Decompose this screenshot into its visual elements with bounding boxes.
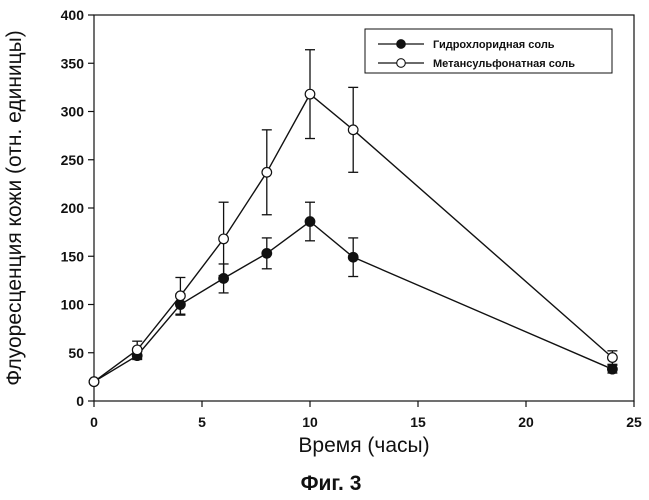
x-tick-label: 0 xyxy=(90,414,98,430)
legend-label-hcl: Гидрохлоридная соль xyxy=(433,39,555,51)
y-tick-label: 150 xyxy=(61,248,85,264)
x-tick-label: 5 xyxy=(198,414,206,430)
series-hcl xyxy=(89,202,617,386)
y-tick-label: 400 xyxy=(61,7,85,23)
series-layer xyxy=(89,50,617,387)
data-point-hcl xyxy=(608,364,618,374)
figure-caption: Фиг. 3 xyxy=(301,472,362,495)
data-point-mesylate xyxy=(132,345,142,355)
x-tick-label: 25 xyxy=(626,414,642,430)
x-tick-label: 20 xyxy=(518,414,534,430)
data-point-mesylate xyxy=(89,377,99,387)
data-point-mesylate xyxy=(608,353,618,363)
data-point-mesylate xyxy=(348,125,358,135)
y-tick-label: 350 xyxy=(61,55,85,71)
legend-marker-hcl xyxy=(397,40,406,49)
data-point-mesylate xyxy=(219,234,229,244)
y-axis-title: Флуоресценция кожи (отн. единицы) xyxy=(3,30,26,386)
legend: Гидрохлоридная соль Метансульфонатная со… xyxy=(365,29,612,73)
legend-marker-mesylate xyxy=(397,59,406,68)
data-point-hcl xyxy=(305,217,315,227)
data-point-hcl xyxy=(262,249,272,259)
y-tick-label: 0 xyxy=(76,393,84,409)
x-axis: 0 5 10 15 20 25 xyxy=(90,401,642,430)
legend-label-mesylate: Метансульфонатная соль xyxy=(433,58,575,70)
series-mesylate xyxy=(89,50,617,387)
x-axis-title: Время (часы) xyxy=(298,434,429,457)
data-point-mesylate xyxy=(176,291,186,301)
y-tick-label: 250 xyxy=(61,152,85,168)
y-tick-label: 50 xyxy=(68,345,84,361)
y-axis: 0 50 100 150 200 250 300 350 400 xyxy=(61,7,94,409)
y-tick-label: 300 xyxy=(61,104,85,120)
data-point-mesylate xyxy=(305,89,315,99)
x-tick-label: 15 xyxy=(410,414,426,430)
data-point-mesylate xyxy=(262,167,272,177)
y-tick-label: 200 xyxy=(61,200,85,216)
data-point-hcl xyxy=(348,252,358,262)
x-tick-label: 10 xyxy=(302,414,318,430)
y-tick-label: 100 xyxy=(61,297,85,313)
